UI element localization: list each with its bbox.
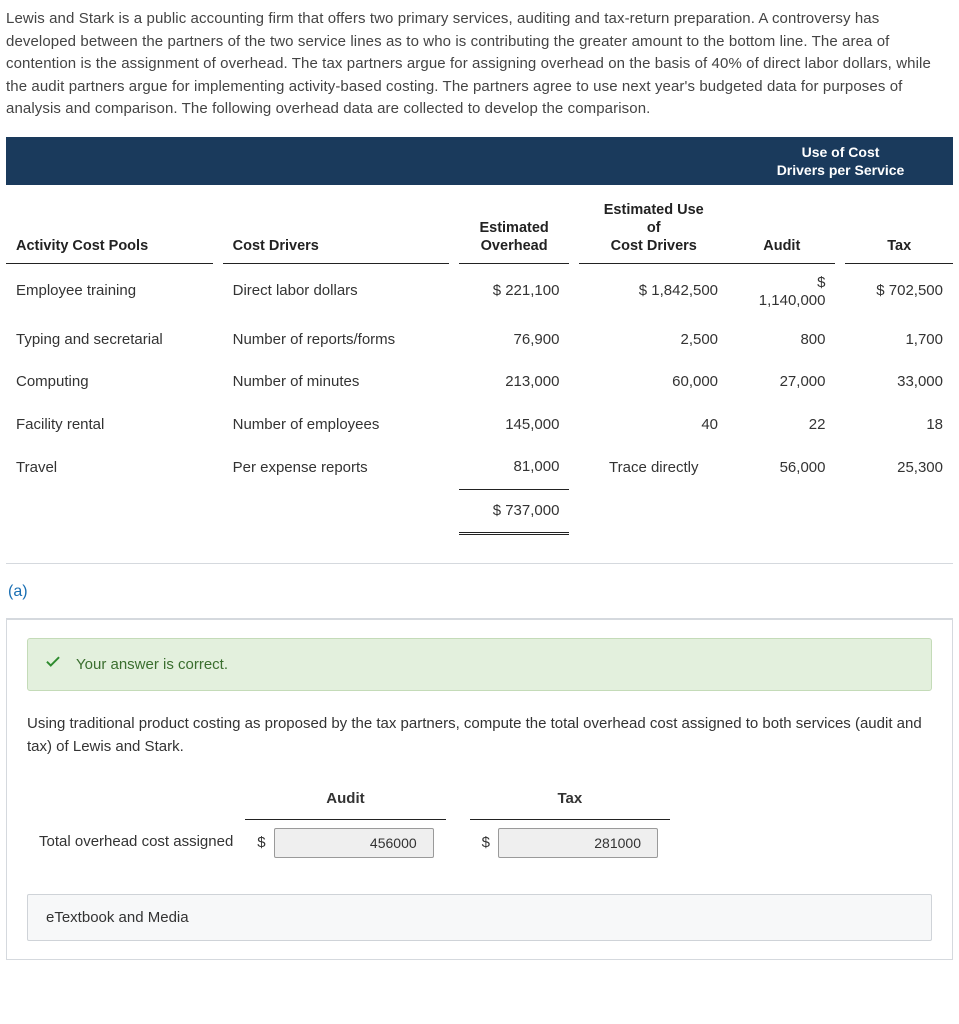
cell-total-overhead: $ 737,000 bbox=[459, 489, 570, 534]
table-row: Computing Number of minutes 213,000 60,0… bbox=[6, 361, 953, 404]
cell-tax: 25,300 bbox=[845, 446, 953, 489]
cell-pool: Travel bbox=[6, 446, 213, 489]
cell-audit: 27,000 bbox=[728, 361, 835, 404]
col-estimated-overhead: Estimated Overhead bbox=[459, 191, 570, 264]
correct-banner: Your answer is correct. bbox=[27, 638, 932, 691]
cell-driver: Number of employees bbox=[223, 404, 449, 447]
tax-overhead-input[interactable] bbox=[498, 828, 658, 858]
table-row: Employee training Direct labor dollars $… bbox=[6, 264, 953, 319]
section-divider bbox=[6, 563, 953, 564]
cell-audit: 56,000 bbox=[728, 446, 835, 489]
cell-audit: 800 bbox=[728, 319, 835, 362]
cell-overhead: 81,000 bbox=[459, 446, 570, 489]
header-use-line2: Drivers per Service bbox=[736, 161, 945, 179]
part-a-label: (a) bbox=[8, 580, 953, 604]
answer-row-label: Total overhead cost assigned bbox=[27, 819, 245, 866]
cell-pool: Computing bbox=[6, 361, 213, 404]
col-tax: Tax bbox=[845, 191, 953, 264]
etextbook-media-button[interactable]: eTextbook and Media bbox=[27, 894, 932, 941]
cell-use: Trace directly bbox=[579, 446, 728, 489]
cell-driver: Direct labor dollars bbox=[223, 264, 449, 319]
cell-pool: Typing and secretarial bbox=[6, 319, 213, 362]
cell-overhead: $ 221,100 bbox=[459, 264, 570, 319]
check-icon bbox=[44, 651, 62, 678]
table-row: Facility rental Number of employees 145,… bbox=[6, 404, 953, 447]
currency-symbol: $ bbox=[257, 832, 265, 855]
answer-col-tax: Tax bbox=[470, 780, 670, 819]
answer-col-audit: Audit bbox=[245, 780, 445, 819]
cell-overhead: 213,000 bbox=[459, 361, 570, 404]
audit-overhead-input[interactable] bbox=[274, 828, 434, 858]
header-blank bbox=[6, 137, 728, 185]
etextbook-label: eTextbook and Media bbox=[46, 909, 189, 926]
cell-tax: 18 bbox=[845, 404, 953, 447]
table-row: Travel Per expense reports 81,000 Trace … bbox=[6, 446, 953, 489]
cell-pool: Facility rental bbox=[6, 404, 213, 447]
col-audit: Audit bbox=[728, 191, 835, 264]
cell-use: 2,500 bbox=[579, 319, 728, 362]
cell-overhead: 145,000 bbox=[459, 404, 570, 447]
cell-pool: Employee training bbox=[6, 264, 213, 319]
cell-driver: Number of minutes bbox=[223, 361, 449, 404]
currency-symbol: $ bbox=[482, 832, 490, 855]
answer-table: Audit Tax Total overhead cost assigned $… bbox=[27, 780, 670, 866]
cell-driver: Number of reports/forms bbox=[223, 319, 449, 362]
table-total-row: $ 737,000 bbox=[6, 489, 953, 534]
header-use-line1: Use of Cost bbox=[736, 143, 945, 161]
intro-paragraph: Lewis and Stark is a public accounting f… bbox=[6, 8, 953, 121]
part-a-instruction: Using traditional product costing as pro… bbox=[27, 713, 932, 758]
cell-driver: Per expense reports bbox=[223, 446, 449, 489]
cell-audit: 22 bbox=[728, 404, 835, 447]
cell-overhead: 76,900 bbox=[459, 319, 570, 362]
cell-tax: 33,000 bbox=[845, 361, 953, 404]
table-sub-header: Activity Cost Pools Cost Drivers Estimat… bbox=[6, 191, 953, 264]
col-estimated-use: Estimated Use of Cost Drivers bbox=[579, 191, 728, 264]
col-cost-drivers: Cost Drivers bbox=[223, 191, 449, 264]
correct-text: Your answer is correct. bbox=[76, 654, 228, 677]
table-row: Typing and secretarial Number of reports… bbox=[6, 319, 953, 362]
part-a-box: Your answer is correct. Using traditiona… bbox=[6, 618, 953, 960]
cell-tax: $ 702,500 bbox=[845, 264, 953, 319]
cell-use: $ 1,842,500 bbox=[579, 264, 728, 319]
table-top-header: Use of Cost Drivers per Service bbox=[6, 137, 953, 185]
overhead-table: Use of Cost Drivers per Service Activity… bbox=[6, 137, 953, 536]
cell-tax: 1,700 bbox=[845, 319, 953, 362]
header-use-of-cost: Use of Cost Drivers per Service bbox=[728, 137, 953, 185]
cell-use: 60,000 bbox=[579, 361, 728, 404]
col-activity-pools: Activity Cost Pools bbox=[6, 191, 213, 264]
cell-use: 40 bbox=[579, 404, 728, 447]
cell-audit: $ 1,140,000 bbox=[728, 264, 835, 319]
